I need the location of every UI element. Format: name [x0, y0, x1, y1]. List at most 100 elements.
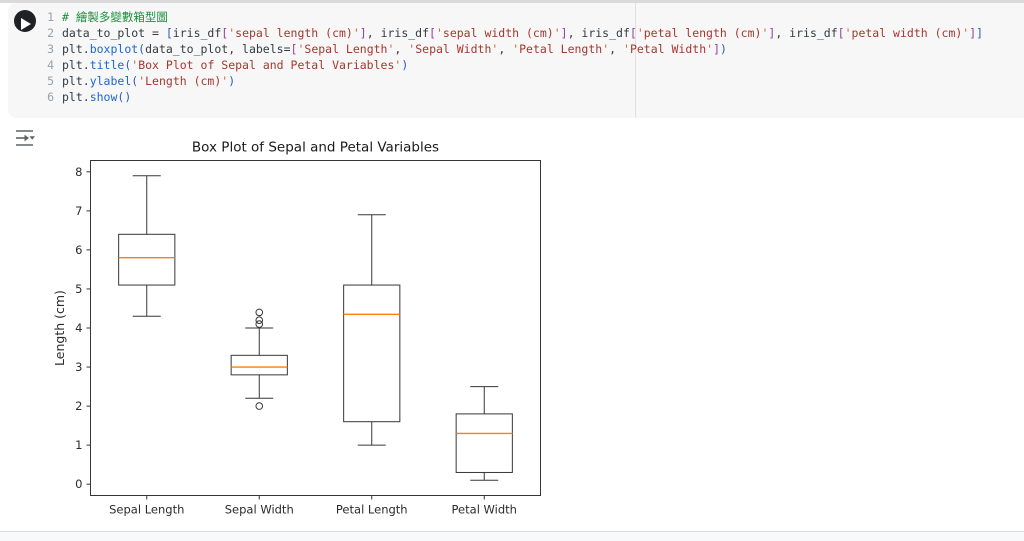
code-token: data_to_plot =	[62, 26, 166, 40]
y-tick-label: 3	[75, 360, 82, 374]
code-token: , iris_df	[366, 26, 430, 40]
code-token: )	[401, 58, 409, 72]
code-token: [	[629, 26, 637, 40]
code-token: plt.	[62, 58, 90, 72]
code-token: '	[761, 26, 769, 40]
code-token: [	[221, 26, 229, 40]
code-token: '	[602, 42, 610, 56]
code-editor[interactable]: 1 # 繪製多變數箱型圖 2 data_to_plot = [iris_df['sep…	[8, 9, 1024, 105]
code-token: '	[491, 42, 499, 56]
code-token: '	[962, 26, 970, 40]
code-token: ]	[713, 42, 720, 56]
next-cell-edge	[0, 531, 1024, 541]
code-token: (	[124, 58, 132, 72]
code-token: ]	[359, 26, 367, 40]
code-token: [	[429, 26, 436, 40]
box-petal-width	[455, 413, 513, 473]
code-token: '	[844, 26, 852, 40]
line-number: 2	[47, 26, 54, 40]
top-edge-divider	[0, 0, 1024, 3]
code-token: '	[435, 26, 443, 40]
box-petal-length	[343, 284, 401, 423]
code-token: ,	[498, 42, 513, 56]
y-tick-label: 4	[75, 321, 82, 335]
code-token: Petal Length	[519, 42, 603, 56]
y-tick-label: 1	[75, 438, 82, 452]
code-token: Petal Width	[629, 42, 707, 56]
code-line: 3 plt.boxplot(data_to_plot, labels=['Sepa…	[8, 41, 1024, 57]
code-cell: 1 # 繪製多變數箱型圖 2 data_to_plot = [iris_df['sep…	[8, 3, 1024, 118]
code-token: data_to_plot, labels=	[145, 42, 291, 56]
code-token: ]	[560, 26, 568, 40]
outlier-point	[255, 320, 264, 328]
code-token: (	[117, 90, 125, 104]
y-tick-label: 7	[75, 204, 82, 218]
y-tick-label: 5	[75, 282, 82, 296]
cell-output-area: Box Plot of Sepal and Petal Variables Len…	[0, 118, 1024, 531]
code-token: show	[89, 90, 118, 104]
code-token: plt.	[62, 42, 90, 56]
x-tick-label: Petal Width	[452, 503, 517, 517]
code-token: '	[408, 42, 416, 56]
code-token: [	[165, 26, 173, 40]
chart-title: Box Plot of Sepal and Petal Variables	[192, 140, 439, 156]
code-token: '	[706, 42, 714, 56]
code-token: Sepal Length	[304, 42, 388, 56]
code-line: 1 # 繪製多變數箱型圖	[8, 9, 1024, 25]
code-token: ,	[394, 42, 409, 56]
y-tick-label: 0	[75, 477, 82, 491]
y-tick-label: 2	[75, 399, 82, 413]
code-token: )	[124, 90, 132, 104]
code-token: '	[623, 42, 630, 56]
code-token: '	[297, 42, 305, 56]
code-token: iris_df	[172, 26, 222, 40]
code-token: '	[228, 26, 236, 40]
code-token: '	[512, 42, 520, 56]
code-token: # 繪製多變數箱型圖	[62, 10, 168, 24]
code-token: Sepal Width	[415, 42, 492, 56]
code-token: plt.	[62, 90, 90, 104]
line-number: 1	[47, 10, 54, 24]
code-token: )	[228, 74, 236, 88]
code-token: [	[837, 26, 845, 40]
output-options-icon[interactable]	[15, 129, 35, 147]
code-token: [	[290, 42, 298, 56]
code-token: Box Plot of Sepal and Petal Variables	[138, 58, 395, 72]
box-sepal-width	[230, 354, 288, 376]
code-token: title	[89, 58, 125, 72]
code-token: '	[387, 42, 395, 56]
run-cell-button[interactable]	[14, 10, 36, 32]
code-token: '	[221, 74, 229, 88]
y-tick-label: 8	[75, 165, 82, 179]
code-token: plt.	[62, 74, 90, 88]
code-token: , iris_df	[775, 26, 838, 40]
matplotlib-figure: Box Plot of Sepal and Petal Variables Len…	[52, 140, 541, 517]
code-token: (	[131, 74, 139, 88]
code-token: , iris_df	[567, 26, 630, 40]
outlier-point	[255, 402, 264, 410]
box-sepal-length	[118, 233, 176, 286]
code-line: 5 plt.ylabel('Length (cm)')	[8, 73, 1024, 89]
code-token: petal length (cm)	[643, 26, 762, 40]
code-token: '	[131, 58, 139, 72]
code-token: '	[636, 26, 644, 40]
editor-ruler-line	[635, 3, 636, 118]
code-line: 4 plt.title('Box Plot of Sepal and Petal …	[8, 57, 1024, 73]
code-token: sepal length (cm)	[235, 26, 353, 40]
code-token: '	[138, 74, 146, 88]
line-number: 6	[47, 90, 54, 104]
code-token: '	[352, 26, 360, 40]
y-tick-label: 6	[75, 243, 82, 257]
code-token: ,	[609, 42, 624, 56]
code-token: '	[553, 26, 561, 40]
line-number: 3	[47, 42, 54, 56]
code-token: ylabel	[89, 74, 132, 88]
code-line: 2 data_to_plot = [iris_df['sepal length (…	[8, 25, 1024, 41]
code-line: 6 plt.show()	[8, 89, 1024, 105]
line-number: 4	[47, 58, 54, 72]
outlier-point	[255, 308, 264, 317]
code-token: boxplot	[89, 42, 139, 56]
code-token: sepal width (cm)	[442, 26, 554, 40]
play-icon	[21, 17, 31, 30]
